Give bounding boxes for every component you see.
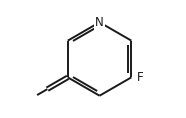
Text: F: F: [137, 71, 144, 84]
Text: N: N: [95, 16, 104, 29]
